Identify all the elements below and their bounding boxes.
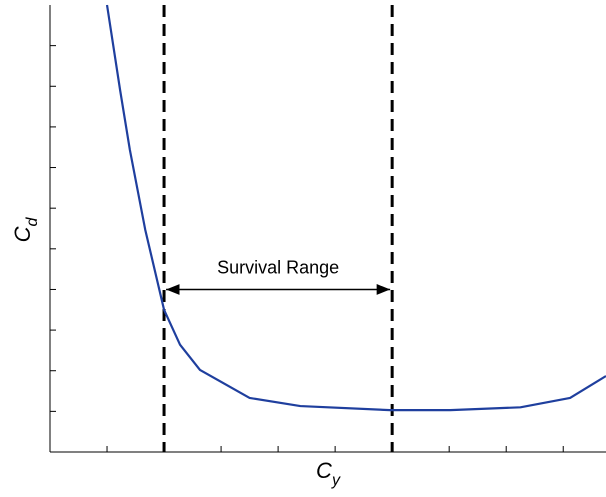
x-label-sub: y [331, 472, 341, 489]
annotation-text: Survival Range [217, 257, 339, 277]
y-axis-label: Cd [10, 217, 41, 243]
x-label-base: C [316, 458, 332, 483]
x-axis-label: Cy [316, 458, 341, 489]
data-line [105, 4, 606, 412]
y-label-sub: d [24, 217, 41, 227]
y-label-base: C [10, 226, 35, 242]
